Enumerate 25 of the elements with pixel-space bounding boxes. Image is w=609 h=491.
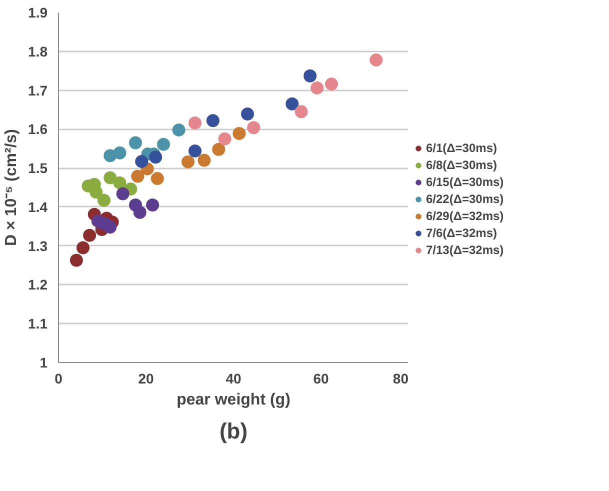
y-tick-label: 1.4: [28, 198, 48, 215]
legend-label: 6/15(Δ=30ms): [426, 175, 504, 189]
legend-label: 6/1(Δ=30ms): [426, 141, 497, 155]
y-tick-label: 1.2: [28, 276, 48, 293]
y-tick-label: 1: [40, 354, 48, 370]
x-tick-label: 60: [313, 370, 329, 386]
x-tick-label: 80: [392, 370, 409, 386]
y-tick-label: 1.7: [28, 82, 48, 98]
y-tick-label: 1.1: [28, 316, 48, 332]
legend-label: 6/22(Δ=30ms): [426, 192, 504, 206]
y-tick-label: 1.6: [28, 121, 48, 138]
y-tick-label: 1.9: [28, 4, 48, 20]
legend-label: 7/13(Δ=32ms): [426, 243, 504, 257]
text: (b): [219, 418, 248, 444]
legend-label: 7/6(Δ=32ms): [426, 226, 497, 240]
x-tick-label: 40: [226, 370, 242, 386]
legend-label: 6/8(Δ=30ms): [426, 158, 497, 172]
y-axis-title: D × 10⁻⁵ (cm²/s): [3, 129, 20, 246]
x-tick-label: 0: [54, 370, 63, 386]
y-tick-label: 1.3: [28, 238, 48, 254]
x-axis-title: pear weight (g): [176, 392, 290, 408]
y-tick-label: 1.5: [28, 160, 48, 176]
y-tick-label: 1.8: [28, 43, 48, 60]
legend-label: 6/29(Δ=32ms): [426, 209, 504, 223]
x-tick-label: 20: [138, 370, 154, 386]
